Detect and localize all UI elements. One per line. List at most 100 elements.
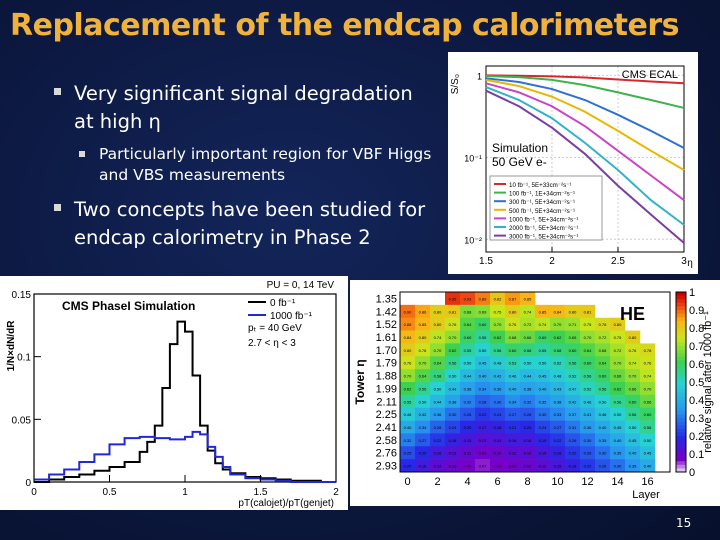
heatmap-cell	[505, 292, 521, 306]
colorbar-segment	[676, 432, 686, 437]
y-axis-label: Tower η	[353, 359, 367, 404]
cell-label: 0.21	[509, 425, 518, 430]
heatmap-cell	[595, 356, 611, 370]
bullet-item: Two concepts have been studied for endca…	[54, 196, 434, 252]
cell-label: 0.17	[479, 425, 488, 430]
heatmap-cell	[595, 394, 611, 409]
cell-label: 0.13	[449, 451, 458, 456]
heatmap-cell	[520, 420, 536, 434]
heatmap-cell	[475, 356, 491, 370]
cell-label: 0.56	[614, 399, 623, 404]
heatmap-cell	[625, 343, 641, 357]
colorbar-segment	[676, 454, 686, 458]
cell-label: 0.70	[419, 361, 428, 366]
annotation-text: Simulation	[492, 141, 548, 155]
cell-label: 0.18	[554, 451, 563, 456]
cell-label: 0.09	[479, 451, 488, 456]
cell-label: 0.16	[419, 464, 428, 469]
y-tick-label: 10⁻²	[464, 235, 482, 245]
heatmap-cell	[400, 407, 416, 421]
colorbar-segment	[676, 346, 686, 350]
cell-label: 0.27	[554, 425, 563, 430]
heatmap-cell	[475, 369, 491, 383]
heatmap-cell	[475, 330, 491, 344]
heatmap-cell	[475, 394, 491, 409]
x-tick-label: 8	[524, 476, 530, 488]
heatmap-cell	[400, 420, 416, 434]
colorbar-segment	[676, 331, 686, 336]
cell-label: 0.10	[449, 464, 458, 469]
heatmap-cell	[550, 459, 566, 473]
cell-label: 0.30	[599, 451, 608, 456]
cell-label: 0.85	[539, 309, 548, 314]
legend-entry: 1000 fb⁻¹	[270, 311, 313, 322]
he-heatmap: 0.95 0.93 0.89 0.82 0.87 0.850.90 0.86 0.80 0.81…	[353, 287, 714, 501]
cell-label: 0.15	[464, 438, 473, 443]
cell-label: 0.76	[419, 348, 428, 353]
cell-label: 0.60	[599, 374, 608, 379]
colorbar-segment	[676, 439, 686, 444]
heatmap-cell	[580, 407, 596, 421]
heatmap-cell	[475, 317, 491, 331]
cell-label: 0.35	[614, 451, 623, 456]
cell-label: 0.72	[614, 348, 623, 353]
cell-label: 0.24	[449, 425, 458, 430]
heatmap-cell	[535, 304, 551, 319]
heatmap-cell	[445, 317, 461, 331]
cell-label: 0.52	[569, 374, 578, 379]
colorbar-segment	[676, 461, 686, 466]
cell-label: 0.62	[449, 348, 458, 353]
cell-label: 0.84	[404, 335, 413, 340]
cell-label: 0.08	[494, 464, 503, 469]
colorbar-segment	[676, 464, 686, 469]
heatmap-cell	[505, 394, 521, 409]
x-tick-label: 1.5	[479, 256, 493, 267]
cell-label: 0.80	[614, 322, 623, 327]
y-tick-label: 1.99	[376, 383, 397, 395]
heatmap-cell	[640, 407, 656, 421]
cell-label: 0.89	[479, 296, 488, 301]
colorbar-segment	[676, 349, 686, 354]
colorbar-segment	[676, 338, 686, 343]
cell-label: 0.12	[524, 451, 533, 456]
cell-label: 0.11	[464, 451, 472, 456]
cell-label: 0.32	[524, 399, 533, 404]
cell-label: 0.28	[479, 399, 488, 404]
heatmap-cell	[415, 317, 431, 331]
series-line	[485, 77, 685, 149]
heatmap-cell	[445, 446, 461, 460]
heatmap-cell	[535, 382, 551, 396]
x-axis-label: pT(calojet)/pT(genjet)	[238, 498, 334, 509]
heatmap-cell	[445, 292, 461, 306]
heatmap-cell	[520, 317, 536, 331]
heatmap-cell	[550, 394, 566, 409]
cell-label: 0.85	[524, 296, 533, 301]
sub-bullet-item: Particularly important region for VBF Hi…	[54, 144, 434, 186]
cell-label: 0.60	[644, 412, 653, 417]
cell-label: 0.10	[494, 451, 503, 456]
legend-entry: 1000 fb⁻¹, 5E+34cm⁻²s⁻¹	[509, 216, 578, 223]
heatmap-cell	[460, 433, 476, 447]
x-tick-label: 6	[494, 476, 500, 488]
heatmap-cell	[505, 343, 521, 357]
cell-label: 0.20	[464, 425, 473, 430]
heatmap-cell	[400, 433, 416, 447]
cell-label: 0.74	[434, 335, 443, 340]
colorbar-segment	[676, 302, 686, 307]
cell-label: 0.65	[569, 335, 578, 340]
cell-label: 0.44	[434, 399, 443, 404]
bullet-item: Very significant signal degradation at h…	[54, 80, 434, 136]
x-tick-label: 0.5	[103, 487, 117, 498]
heatmap-cell	[460, 356, 476, 370]
x-tick-label: 2.5	[611, 256, 625, 267]
heatmap-cell	[475, 343, 491, 357]
plot-frame	[485, 65, 685, 253]
heatmap-cell	[610, 330, 626, 344]
colorbar-segment	[676, 306, 686, 311]
colorbar-segment	[676, 396, 686, 401]
heatmap-cell	[610, 343, 626, 357]
cell-label: 0.45	[614, 425, 623, 430]
bullet-square-icon	[54, 88, 61, 95]
x-tick-label: 10	[551, 476, 563, 488]
heatmap-cell	[460, 330, 476, 344]
